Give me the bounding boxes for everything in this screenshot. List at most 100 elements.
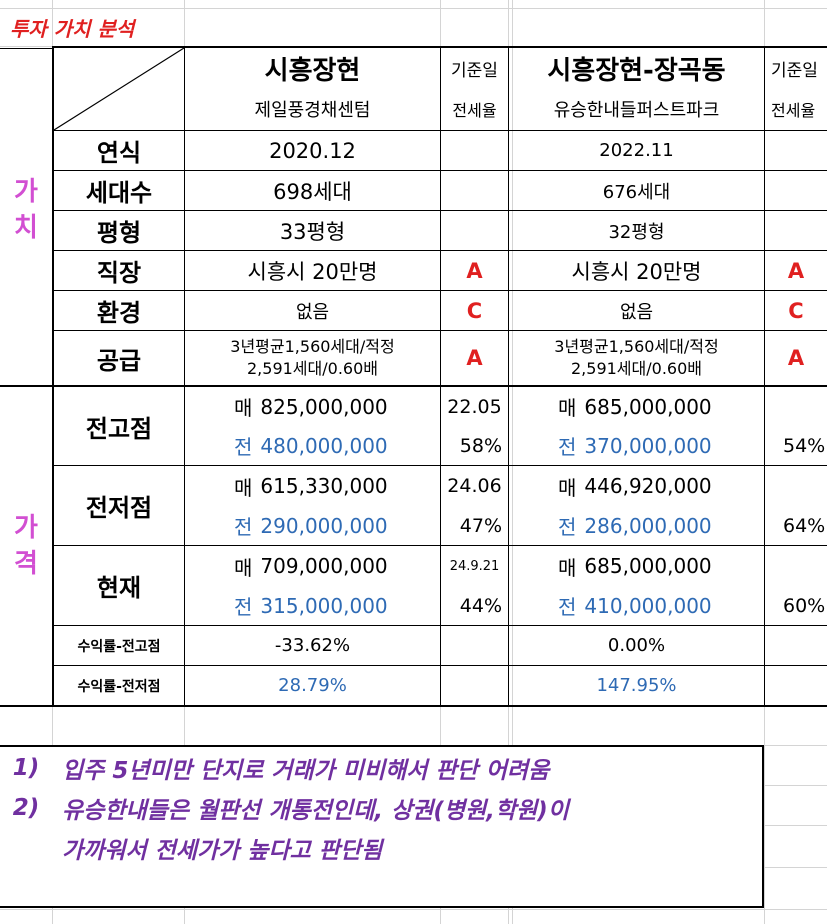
- jeonse-rate-header-a: 전세율: [452, 101, 497, 120]
- year-a: 2020.12: [269, 138, 356, 163]
- row-label-environment: 환경: [96, 299, 142, 327]
- row-label-year: 연식: [96, 139, 142, 167]
- rent-prefix: 전: [558, 515, 577, 539]
- return-high-label: 수익률-전고점: [77, 638, 161, 655]
- low-ratio-b: 64%: [783, 514, 826, 537]
- sale-value: 825,000,000: [260, 394, 388, 419]
- complex-a-name: 제일풍경채센텀: [254, 100, 371, 121]
- return-low-b: 147.95%: [596, 675, 677, 696]
- year-b: 2022.11: [599, 140, 674, 161]
- sale-value: 685,000,000: [584, 394, 712, 419]
- size-a: 33평형: [279, 219, 346, 244]
- sheet-title: 투자 가치 분석: [10, 16, 135, 41]
- notes-box: [0, 745, 764, 908]
- low-sale-b: 매 446,920,000: [558, 466, 764, 506]
- current-ratio-a: 44%: [459, 594, 502, 617]
- base-date-header-b: 기준일: [771, 60, 818, 81]
- return-high-b: 0.00%: [607, 635, 666, 656]
- row-label-jobs: 직장: [96, 259, 142, 287]
- return-low-a: 28.79%: [278, 675, 347, 696]
- jobs-b: 시흥시 20만명: [571, 259, 702, 284]
- supply-a: 3년평균1,560세대/적정 2,591세대/0.60배: [185, 331, 440, 385]
- current-rent-a: 전 315,000,000: [234, 586, 440, 625]
- rent-value: 290,000,000: [260, 513, 388, 538]
- rent-prefix: 전: [558, 595, 577, 619]
- high-sale-b: 매 685,000,000: [558, 387, 764, 426]
- price-label-high: 전고점: [85, 414, 153, 443]
- low-rent-b: 전 286,000,000: [558, 506, 764, 545]
- note-text-3: 가까워서 전세가가 높다고 판단됨: [62, 838, 383, 864]
- supply-b-line2: 2,591세대/0.60배: [571, 359, 702, 378]
- return-high-a: -33.62%: [274, 635, 351, 656]
- low-sale-a: 매 615,330,000: [234, 466, 440, 506]
- environment-grade-a: C: [466, 298, 483, 323]
- sale-prefix: 매: [234, 396, 253, 420]
- base-date-header-a: 기준일: [451, 60, 498, 81]
- section-price-char-1: 가: [14, 513, 38, 543]
- price-label-low: 전저점: [85, 494, 153, 522]
- jobs-a: 시흥시 20만명: [247, 259, 378, 284]
- section-value-char-1: 가: [14, 177, 38, 207]
- sale-value: 685,000,000: [584, 554, 712, 578]
- rent-value: 410,000,000: [584, 593, 712, 618]
- complex-a-region: 시흥장현: [264, 55, 361, 86]
- rent-value: 480,000,000: [260, 433, 388, 458]
- complex-b-name: 유승한내들퍼스트파크: [553, 100, 720, 121]
- sale-prefix: 매: [558, 396, 577, 420]
- supply-a-line1: 3년평균1,560세대/적정: [230, 337, 395, 356]
- note-number-1: 1): [12, 755, 40, 781]
- households-b: 676세대: [602, 181, 671, 203]
- sale-prefix: 매: [558, 475, 577, 500]
- sale-prefix: 매: [234, 475, 253, 500]
- rent-value: 286,000,000: [584, 513, 712, 538]
- section-value-char-2: 치: [14, 213, 38, 243]
- environment-grade-b: C: [788, 298, 804, 323]
- rent-prefix: 전: [234, 435, 253, 459]
- sale-value: 615,330,000: [260, 474, 388, 498]
- sale-prefix: 매: [234, 555, 253, 580]
- low-date-a: 24.06: [447, 475, 502, 497]
- households-a: 698세대: [273, 179, 352, 204]
- size-b: 32평형: [608, 221, 665, 243]
- return-low-label: 수익률-전저점: [77, 678, 161, 695]
- high-rent-a: 전 480,000,000: [234, 426, 440, 465]
- jeonse-rate-header-b: 전세율: [771, 101, 816, 120]
- supply-grade-a: A: [466, 346, 483, 370]
- current-sale-b: 매 685,000,000: [558, 546, 764, 586]
- note-text-2: 유승한내들은 월판선 개통전인데, 상권(병원,학원)이: [62, 798, 569, 824]
- price-label-current: 현재: [96, 574, 142, 602]
- jobs-grade-a: A: [466, 258, 483, 283]
- supply-a-line2: 2,591세대/0.60배: [247, 359, 378, 378]
- sale-prefix: 매: [558, 555, 577, 580]
- complex-b-region: 시흥장현-장곡동: [547, 55, 726, 86]
- current-date-a: 24.9.21: [449, 558, 500, 574]
- high-date-a: 22.05: [447, 395, 502, 418]
- environment-b: 없음: [619, 301, 654, 323]
- supply-b: 3년평균1,560세대/적정 2,591세대/0.60배: [509, 331, 764, 385]
- note-text-1: 입주 5년미만 단지로 거래가 미비해서 판단 어려움: [62, 758, 550, 784]
- section-price-char-2: 격: [14, 549, 38, 579]
- high-rent-b: 전 370,000,000: [558, 426, 764, 465]
- current-ratio-b: 60%: [783, 594, 826, 617]
- high-ratio-b: 54%: [783, 434, 826, 457]
- row-label-households: 세대수: [85, 179, 153, 207]
- rent-prefix: 전: [234, 595, 253, 619]
- rent-prefix: 전: [558, 435, 577, 459]
- section-label-price: 가 격: [0, 506, 52, 586]
- section-label-value: 가 치: [0, 170, 52, 250]
- row-label-supply: 공급: [96, 346, 142, 375]
- high-sale-a: 매 825,000,000: [234, 387, 440, 426]
- low-rent-a: 전 290,000,000: [234, 506, 440, 545]
- sale-value: 446,920,000: [584, 474, 712, 498]
- supply-b-line1: 3년평균1,560세대/적정: [554, 337, 719, 356]
- current-sale-a: 매 709,000,000: [234, 546, 440, 586]
- rent-value: 370,000,000: [584, 433, 712, 458]
- supply-grade-b: A: [787, 346, 805, 370]
- sale-value: 709,000,000: [260, 554, 388, 578]
- current-rent-b: 전 410,000,000: [558, 586, 764, 625]
- jobs-grade-b: A: [787, 258, 805, 283]
- high-ratio-a: 58%: [459, 434, 502, 457]
- rent-value: 315,000,000: [260, 593, 388, 618]
- low-ratio-a: 47%: [459, 514, 502, 537]
